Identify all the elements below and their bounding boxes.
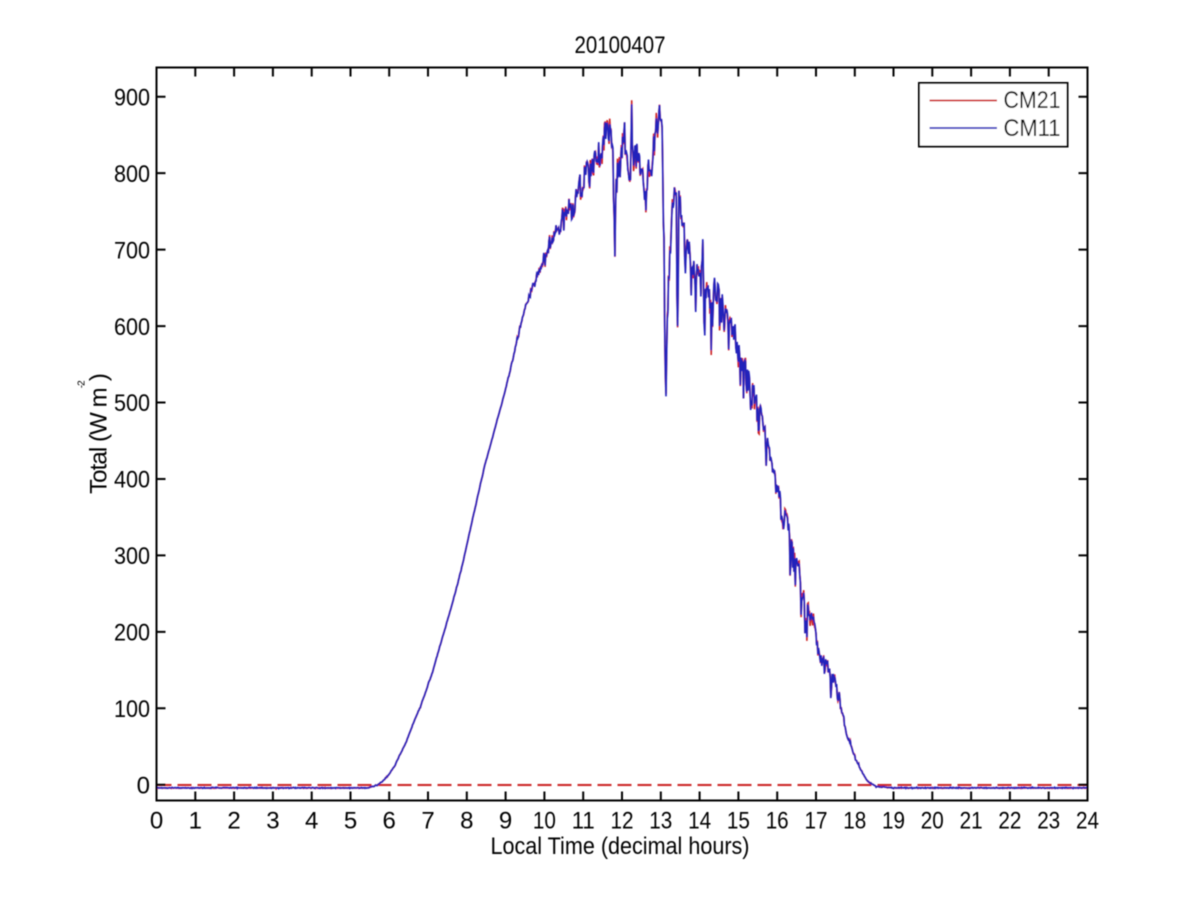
svg-text:5: 5 [344, 808, 357, 835]
svg-text:0: 0 [137, 773, 150, 800]
svg-text:6: 6 [383, 808, 396, 835]
svg-text:700: 700 [114, 237, 150, 264]
svg-text:13: 13 [649, 808, 672, 835]
svg-text:14: 14 [688, 808, 711, 835]
svg-text:20100407: 20100407 [575, 32, 666, 59]
svg-text:200: 200 [114, 620, 150, 647]
svg-text:16: 16 [766, 808, 789, 835]
svg-text:100: 100 [114, 696, 150, 723]
svg-text:300: 300 [114, 543, 150, 570]
svg-text:CM11: CM11 [1004, 115, 1061, 142]
svg-text:11: 11 [572, 808, 595, 835]
svg-text:12: 12 [611, 808, 634, 835]
svg-text:900: 900 [114, 84, 150, 111]
svg-text:23: 23 [1037, 808, 1060, 835]
svg-text:21: 21 [960, 808, 983, 835]
svg-text:500: 500 [114, 390, 150, 417]
svg-text:9: 9 [499, 808, 512, 835]
svg-text:22: 22 [998, 808, 1021, 835]
svg-text:2: 2 [227, 808, 240, 835]
svg-text:4: 4 [305, 808, 318, 835]
svg-text:CM21: CM21 [1004, 87, 1061, 114]
svg-text:0: 0 [150, 808, 163, 835]
svg-text:24: 24 [1076, 808, 1099, 835]
svg-text:20: 20 [921, 808, 944, 835]
svg-text:Local Time (decimal hours): Local Time (decimal hours) [491, 833, 750, 860]
svg-text:600: 600 [114, 314, 150, 341]
svg-text:400: 400 [114, 467, 150, 494]
svg-text:10: 10 [533, 808, 556, 835]
svg-text:19: 19 [882, 808, 905, 835]
svg-text:18: 18 [843, 808, 866, 835]
svg-text:800: 800 [114, 161, 150, 188]
svg-text:15: 15 [727, 808, 750, 835]
svg-text:17: 17 [805, 808, 828, 835]
svg-text:Total (W m-2): Total (W m-2) [77, 374, 113, 494]
svg-text:7: 7 [421, 808, 434, 835]
svg-text:8: 8 [460, 808, 473, 835]
svg-text:1: 1 [189, 808, 202, 835]
svg-text:3: 3 [266, 808, 279, 835]
